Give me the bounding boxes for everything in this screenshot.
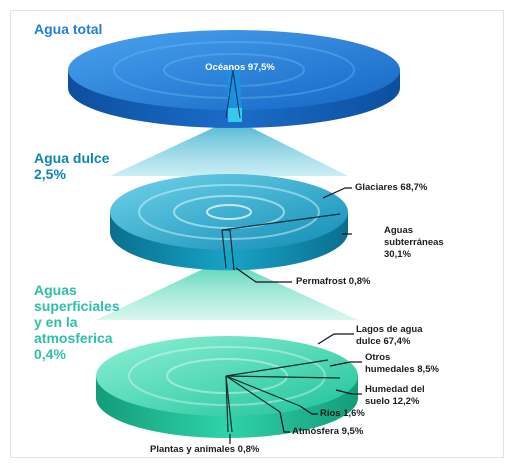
section-title-agua-dulce: Agua dulce 2,5% [34, 150, 110, 182]
leader-lines [229, 187, 362, 444]
label-rios: Ríos 1,6% [320, 408, 365, 419]
section-title-agua-total: Agua total [34, 21, 103, 37]
disc-aguas-superficiales [96, 336, 358, 438]
label-glaciares: Glaciares 68,7% [355, 182, 428, 193]
label-atmosfera: Atmósfera 9,5% [292, 426, 364, 437]
label-plantas-animales: Plantas y animales 0,8% [150, 444, 260, 455]
label-humedad-suelo: Humedad del suelo 12,2% [365, 384, 425, 407]
disc-agua-dulce [110, 174, 348, 271]
label-aguas-subterraneas: Aguas subterráneas 30,1% [384, 225, 444, 260]
label-permafrost: Permafrost 0,8% [296, 276, 371, 287]
label-otros-humedales: Otros humedales 8,5% [365, 352, 439, 375]
label-oceanos: Océanos 97,5% [205, 62, 275, 73]
cone-dulce [110, 122, 348, 176]
section-title-aguas-superficiales: Aguas superficiales y en la atmosferica … [34, 282, 120, 362]
disc-agua-total [68, 30, 400, 128]
cone-superficial [96, 262, 358, 320]
label-lagos-agua-dulce: Lagos de agua dulce 67,4% [356, 324, 423, 347]
